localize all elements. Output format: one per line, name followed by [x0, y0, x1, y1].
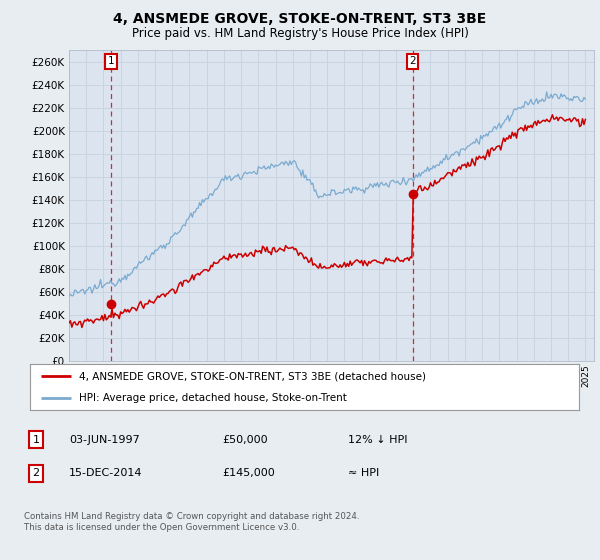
Text: Price paid vs. HM Land Registry's House Price Index (HPI): Price paid vs. HM Land Registry's House … — [131, 27, 469, 40]
Text: £145,000: £145,000 — [222, 468, 275, 478]
Text: 1: 1 — [107, 56, 114, 66]
Text: £50,000: £50,000 — [222, 435, 268, 445]
Text: ≈ HPI: ≈ HPI — [348, 468, 379, 478]
Text: 4, ANSMEDE GROVE, STOKE-ON-TRENT, ST3 3BE: 4, ANSMEDE GROVE, STOKE-ON-TRENT, ST3 3B… — [113, 12, 487, 26]
Text: 2: 2 — [409, 56, 416, 66]
Text: HPI: Average price, detached house, Stoke-on-Trent: HPI: Average price, detached house, Stok… — [79, 393, 347, 403]
Text: 12% ↓ HPI: 12% ↓ HPI — [348, 435, 407, 445]
Text: 03-JUN-1997: 03-JUN-1997 — [69, 435, 140, 445]
Text: 1: 1 — [32, 435, 40, 445]
Text: Contains HM Land Registry data © Crown copyright and database right 2024.
This d: Contains HM Land Registry data © Crown c… — [24, 512, 359, 532]
Text: 15-DEC-2014: 15-DEC-2014 — [69, 468, 143, 478]
Text: 4, ANSMEDE GROVE, STOKE-ON-TRENT, ST3 3BE (detached house): 4, ANSMEDE GROVE, STOKE-ON-TRENT, ST3 3B… — [79, 372, 427, 382]
Text: 2: 2 — [32, 468, 40, 478]
